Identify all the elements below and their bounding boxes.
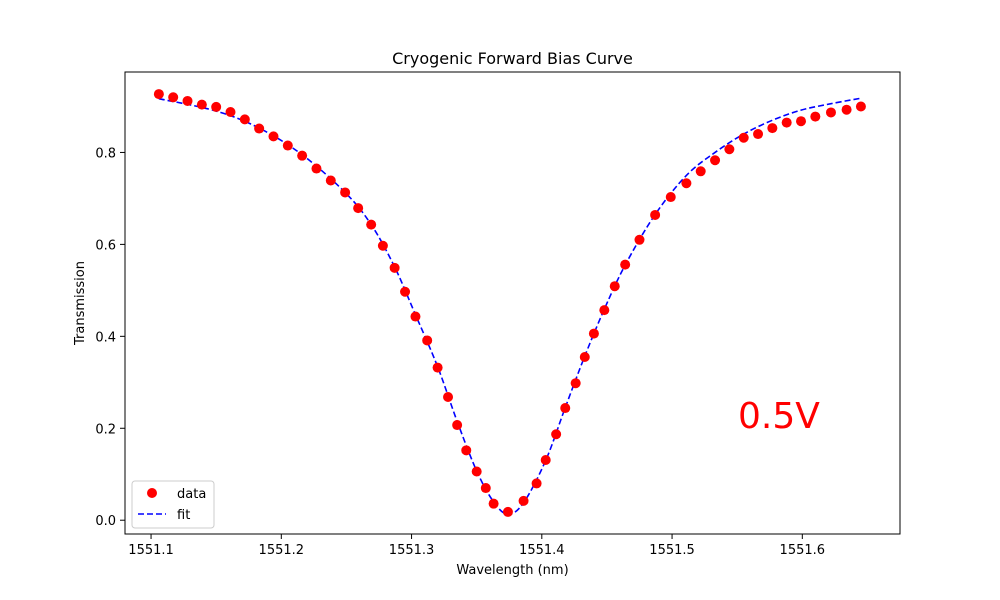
data-point <box>570 378 581 389</box>
plot-frame <box>124 71 901 535</box>
data-point <box>268 131 279 142</box>
data-point <box>531 478 542 489</box>
data-point <box>400 286 411 297</box>
x-tick-label: 1551.1 <box>128 543 174 558</box>
y-axis: 0.0 0.2 0.4 0.6 0.8 <box>95 146 125 529</box>
data-point <box>410 311 421 322</box>
data-point <box>540 454 551 465</box>
data-point <box>724 144 735 155</box>
data-point <box>196 99 207 110</box>
y-tick-label: 0.2 <box>95 422 116 437</box>
points-layer <box>153 89 866 517</box>
legend: data fit <box>131 480 215 529</box>
data-point <box>665 192 676 203</box>
data-point <box>182 95 193 106</box>
data-point <box>681 178 692 189</box>
y-tick-label: 0.0 <box>95 514 116 529</box>
data-point <box>502 506 513 517</box>
data-point <box>389 262 400 273</box>
data-point <box>452 420 463 431</box>
data-point <box>781 117 792 128</box>
data-point <box>366 219 377 230</box>
data-point <box>340 187 351 198</box>
data-point <box>710 155 721 166</box>
data-point <box>377 240 388 251</box>
voltage-annotation: 0.5V <box>738 396 820 437</box>
x-axis-label: Wavelength (nm) <box>456 563 568 578</box>
data-point <box>488 498 499 509</box>
data-point <box>461 445 472 456</box>
data-point <box>767 123 778 134</box>
data-point <box>443 392 454 403</box>
legend-data-label: data <box>177 487 206 502</box>
data-point <box>620 259 631 270</box>
plot-area <box>124 71 901 535</box>
data-point <box>422 335 433 346</box>
x-axis: 1551.1 1551.2 1551.3 1551.4 1551.5 1551.6 <box>128 534 825 558</box>
data-point <box>480 483 491 494</box>
data-point <box>695 166 706 177</box>
data-point <box>211 101 222 112</box>
data-point <box>609 281 620 292</box>
data-point <box>471 466 482 477</box>
data-point <box>432 362 443 373</box>
data-point <box>650 209 661 220</box>
data-point <box>599 305 610 316</box>
data-point <box>579 352 590 363</box>
data-point <box>634 234 645 245</box>
data-point <box>239 114 250 125</box>
data-point <box>153 89 164 100</box>
data-point <box>254 123 265 134</box>
data-point <box>588 328 599 339</box>
data-point <box>841 104 852 115</box>
x-tick-label: 1551.5 <box>649 543 695 558</box>
data-point <box>353 203 364 214</box>
data-point <box>297 150 308 161</box>
x-tick-label: 1551.4 <box>519 543 565 558</box>
data-point <box>738 132 749 143</box>
data-point <box>753 129 764 140</box>
legend-fit-label: fit <box>177 508 190 523</box>
x-tick-label: 1551.3 <box>389 543 435 558</box>
data-point <box>855 101 866 112</box>
data-point <box>551 429 562 440</box>
x-tick-label: 1551.6 <box>780 543 826 558</box>
data-point <box>168 92 179 103</box>
x-tick-label: 1551.2 <box>259 543 305 558</box>
data-point <box>311 163 322 174</box>
data-point <box>282 140 293 151</box>
data-point <box>810 111 821 122</box>
data-point <box>560 403 571 414</box>
y-tick-label: 0.4 <box>95 330 116 345</box>
legend-data-marker <box>147 488 157 498</box>
y-tick-label: 0.8 <box>95 146 116 161</box>
data-point <box>796 116 807 127</box>
data-point <box>325 175 336 186</box>
chart-title: Cryogenic Forward Bias Curve <box>392 49 633 68</box>
data-point <box>225 106 236 117</box>
data-point <box>518 495 529 506</box>
data-point <box>825 107 836 118</box>
y-axis-label: Transmission <box>73 261 88 346</box>
y-tick-label: 0.6 <box>95 238 116 253</box>
